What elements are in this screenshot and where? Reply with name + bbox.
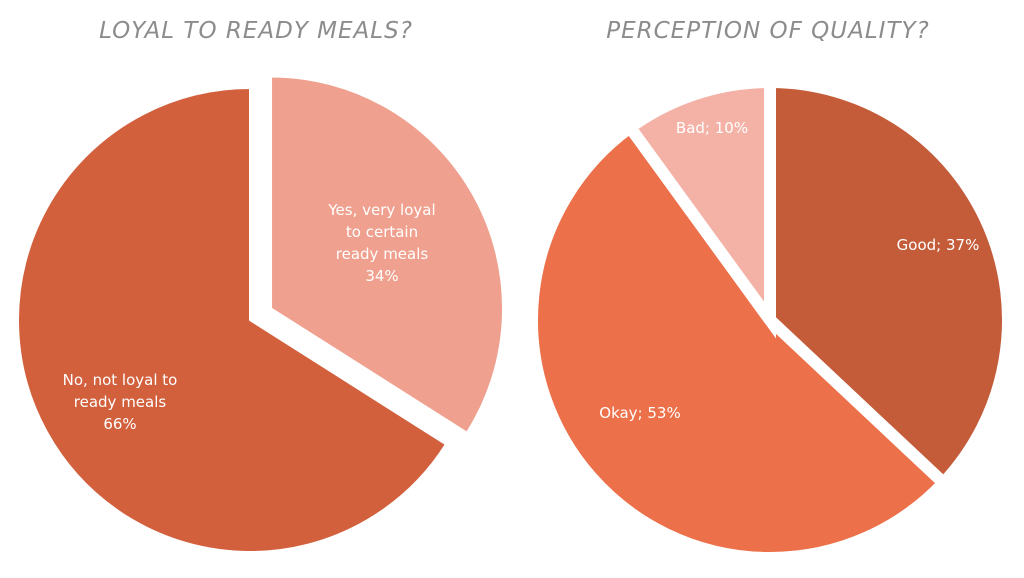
- pie-0-slice-1: [17, 86, 448, 553]
- pie-1-slice-1: [526, 119, 952, 564]
- pie-1-slice-0-label: Good; 37%: [897, 236, 980, 254]
- pie-1-slice-2-label: Bad; 10%: [676, 119, 748, 137]
- pie-1-slice-1-label: Okay; 53%: [599, 404, 680, 422]
- chart-title-loyalty: LOYAL TO READY MEALS?: [99, 18, 413, 44]
- pie-1-slice-0: [764, 75, 1014, 492]
- pie-0-slice-0: [270, 75, 504, 435]
- pie-1-slice-2: [621, 75, 776, 339]
- chart-title-quality: PERCEPTION OF QUALITY?: [606, 18, 930, 44]
- pie-0-slice-0-label: Yes, very loyal to certain ready meals 34%: [327, 201, 435, 285]
- pie-0-slice-1-label: No, not loyal to ready meals 66%: [63, 371, 178, 433]
